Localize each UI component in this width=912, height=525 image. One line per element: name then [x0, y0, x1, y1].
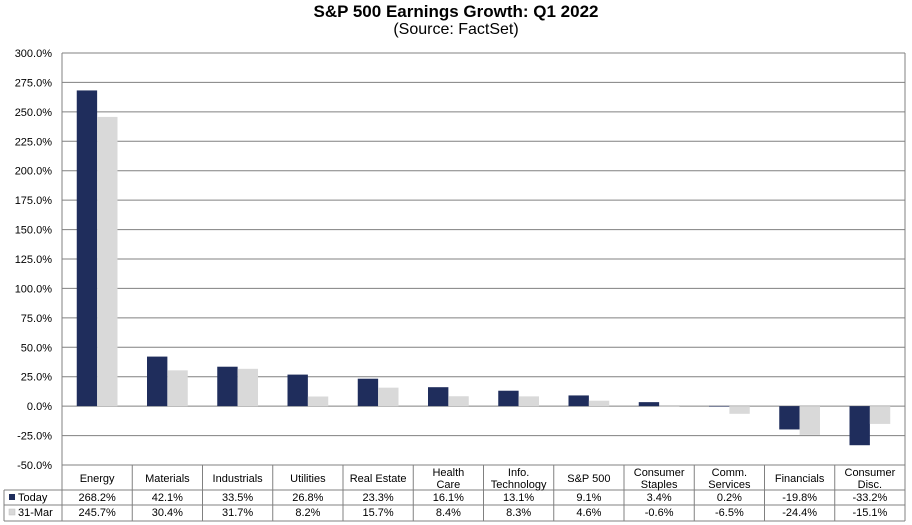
data-label: 33.5% — [222, 492, 253, 504]
y-tick-label: -50.0% — [17, 460, 52, 472]
y-tick-label: 300.0% — [15, 48, 53, 60]
chart-subtitle: (Source: FactSet) — [393, 21, 519, 38]
bar-today — [849, 406, 870, 446]
category-label: Industrials — [213, 473, 264, 485]
category-label: Real Estate — [350, 473, 407, 485]
bar-31-mar — [588, 400, 610, 407]
data-label: 4.6% — [576, 507, 601, 519]
data-label: 42.1% — [152, 492, 183, 504]
legend-label: Today — [18, 492, 48, 504]
bar-31-mar — [378, 387, 399, 407]
y-tick-label: 275.0% — [15, 77, 53, 89]
data-label: 30.4% — [152, 507, 183, 519]
data-label: 8.2% — [295, 507, 320, 519]
y-tick-label: 175.0% — [15, 195, 53, 207]
data-label: -6.5% — [715, 507, 744, 519]
bar-31-mar — [237, 368, 258, 407]
data-label: -15.1% — [852, 507, 887, 519]
category-label: Consumer — [634, 467, 685, 479]
gridlines — [62, 52, 905, 466]
y-tick-label: 200.0% — [15, 166, 53, 178]
bar-today — [709, 405, 730, 407]
bar-31-mar — [659, 406, 680, 407]
bar-31-mar — [307, 396, 329, 407]
data-label: 13.1% — [503, 492, 534, 504]
y-tick-label: 25.0% — [21, 372, 52, 384]
bar-31-mar — [729, 406, 750, 414]
bar-today — [498, 390, 519, 407]
data-label: 26.8% — [292, 492, 323, 504]
data-label: 0.2% — [717, 492, 742, 504]
data-label: 16.1% — [433, 492, 464, 504]
data-label: 245.7% — [78, 507, 116, 519]
bar-today — [357, 378, 379, 407]
category-label: Consumer — [845, 467, 896, 479]
bar-today — [779, 406, 800, 430]
data-label: -0.6% — [645, 507, 674, 519]
data-label: 3.4% — [647, 492, 672, 504]
legend-swatch — [9, 494, 15, 500]
y-tick-label: -25.0% — [17, 431, 52, 443]
bar-31-mar — [518, 396, 539, 407]
y-axis-tick-labels: -50.0% -25.0% 0.0% 25.0% 50.0% 75.0% 100.0% 125… — [15, 48, 53, 472]
bar-31-mar — [97, 116, 118, 407]
category-label: Technology — [491, 479, 547, 491]
legend-label: 31-Mar — [18, 507, 53, 519]
bar-today — [638, 402, 660, 407]
y-tick-label: 50.0% — [21, 342, 52, 354]
data-label: 268.2% — [78, 492, 116, 504]
bar-today — [428, 387, 449, 407]
bar-today — [217, 366, 238, 407]
data-label: -19.8% — [782, 492, 817, 504]
bar-today — [76, 90, 98, 407]
category-label: Comm. — [712, 467, 747, 479]
category-label: Utilities — [290, 473, 326, 485]
bar-31-mar — [448, 396, 469, 407]
category-label: Staples — [641, 479, 678, 491]
bar-today — [287, 374, 308, 407]
data-label: -33.2% — [852, 492, 887, 504]
data-label: 8.4% — [436, 507, 461, 519]
y-tick-label: 125.0% — [15, 254, 53, 266]
data-label: 9.1% — [576, 492, 601, 504]
category-label: Health — [432, 467, 464, 479]
y-tick-label: 100.0% — [15, 283, 53, 295]
y-tick-label: 75.0% — [21, 313, 52, 325]
y-tick-label: 0.0% — [27, 401, 52, 413]
y-tick-label: 250.0% — [15, 107, 53, 119]
bar-31-mar — [799, 406, 820, 435]
data-table: Energy Materials Industrials Utilities Real … — [3, 53, 906, 522]
data-label: -24.4% — [782, 507, 817, 519]
data-label: 31.7% — [222, 507, 253, 519]
bar-31-mar — [869, 406, 891, 424]
category-label: Financials — [775, 473, 825, 485]
category-label: S&P 500 — [567, 473, 610, 485]
category-label: Care — [436, 479, 460, 491]
legend-swatch — [8, 508, 16, 516]
y-tick-label: 150.0% — [15, 225, 53, 237]
bar-31-mar — [167, 370, 188, 407]
category-label: Services — [708, 479, 751, 491]
data-label: 15.7% — [363, 507, 394, 519]
chart-title: S&P 500 Earnings Growth: Q1 2022 — [313, 2, 599, 21]
data-label: 8.3% — [506, 507, 531, 519]
category-label: Disc. — [858, 479, 882, 491]
data-label: 23.3% — [363, 492, 394, 504]
category-label: Energy — [80, 473, 115, 485]
category-label: Info. — [508, 467, 529, 479]
bar-today — [147, 356, 168, 407]
y-tick-label: 225.0% — [15, 136, 53, 148]
bars — [76, 90, 891, 446]
bar-today — [568, 395, 589, 407]
category-label: Materials — [145, 473, 190, 485]
